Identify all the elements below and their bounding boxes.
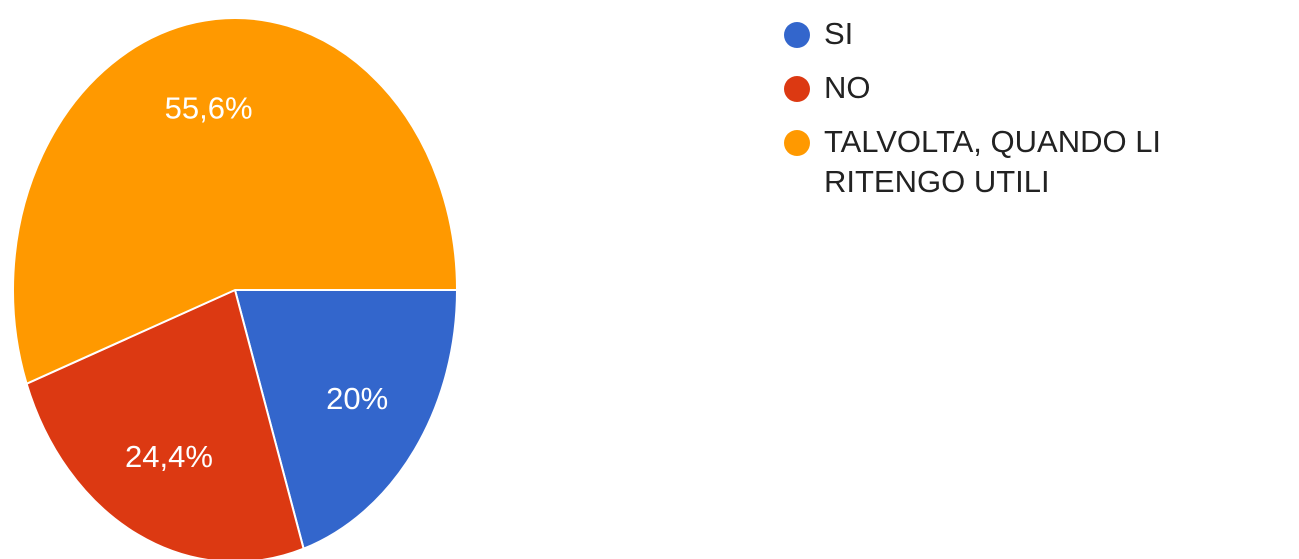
- slice-value-label: 20%: [326, 381, 388, 416]
- chart-legend: SI NO TALVOLTA, QUANDO LI RITENGO UTILI: [782, 14, 1292, 216]
- pie-slice-no: [25, 288, 305, 559]
- legend-swatch-icon: [784, 130, 810, 156]
- legend-swatch-icon: [784, 76, 810, 102]
- pie-slice-si: [233, 289, 459, 551]
- legend-item: NO: [782, 68, 1292, 108]
- legend-label: SI: [824, 16, 854, 51]
- pie-slice-talvolta-quando: [12, 17, 459, 386]
- legend-swatch-icon: [784, 22, 810, 48]
- pie-plot-area: 20% 24,4% 55,6%: [12, 17, 459, 559]
- legend-item: TALVOLTA, QUANDO LI RITENGO UTILI: [782, 122, 1292, 202]
- legend-item: SI: [782, 14, 1292, 54]
- legend-label: TALVOLTA, QUANDO LI RITENGO UTILI: [824, 124, 1162, 199]
- slice-value-label: 24,4%: [125, 439, 213, 474]
- legend-label: NO: [824, 70, 871, 105]
- slice-value-label: 55,6%: [165, 90, 253, 125]
